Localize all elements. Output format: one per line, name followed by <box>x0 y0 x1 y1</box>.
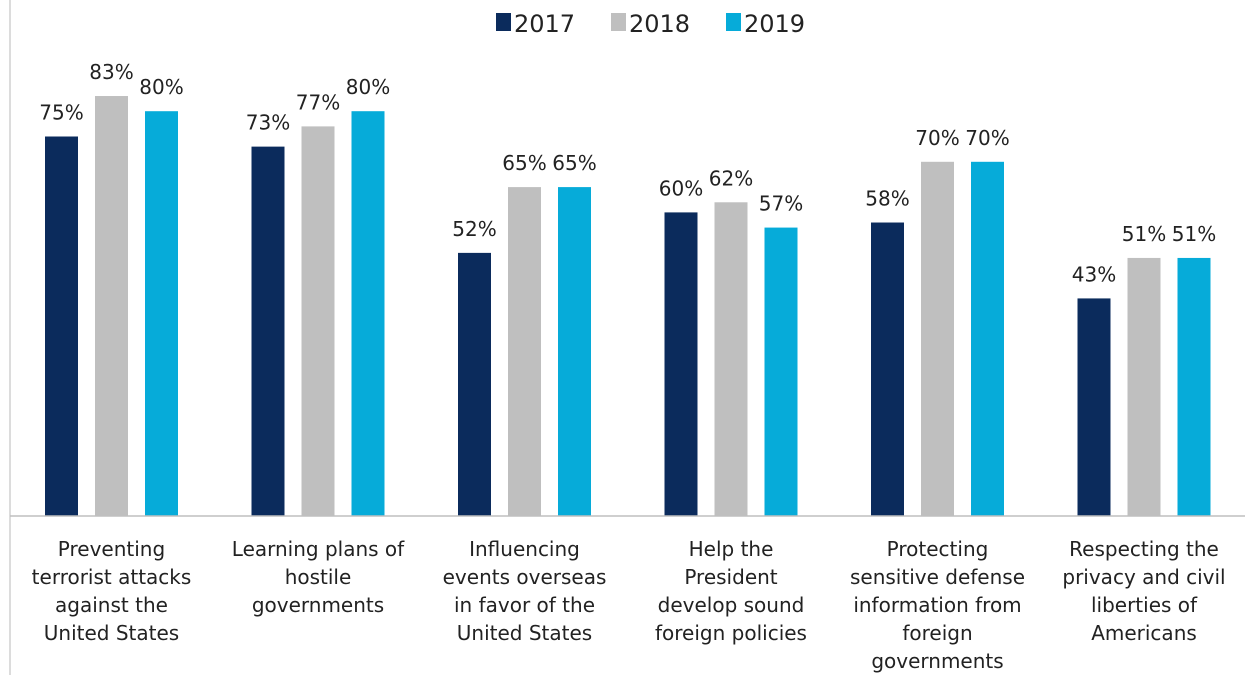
bar-2018-cat-3 <box>714 202 748 516</box>
bar-2018-cat-4 <box>921 161 954 517</box>
data-label-2018-cat-4: 70% <box>915 126 959 150</box>
bar-2017-cat-3 <box>664 212 698 516</box>
category-label-4: Protecting sensitive defense information f… <box>850 537 1025 673</box>
data-label-2019-cat-0: 80% <box>139 75 183 99</box>
legend-label-2018: 2018 <box>629 10 690 38</box>
legend-label-2017: 2017 <box>514 10 575 38</box>
data-label-2017-cat-0: 75% <box>39 101 83 125</box>
legend-swatch-2019 <box>726 13 741 31</box>
bars <box>45 96 1211 517</box>
category-label-5: Respecting the privacy and civil liberties… <box>1062 537 1225 645</box>
data-label-2017-cat-4: 58% <box>865 187 909 211</box>
bar-2019-cat-2 <box>558 187 591 516</box>
bar-2017-cat-2 <box>458 252 491 516</box>
category-labels: Preventing terrorist attacks against the Un… <box>32 537 1226 673</box>
data-labels: 75%83%80%73%77%80%52%65% 65%60% 62%57% 58%7… <box>39 60 1216 286</box>
data-label-2019-cat-4: 70% <box>965 126 1009 150</box>
bar-2018-cat-2 <box>508 187 541 516</box>
legend-swatch-2017 <box>496 13 511 31</box>
data-label-2017-cat-2: 52% <box>452 217 496 241</box>
data-label-2018-cat-2: 65% <box>502 151 546 175</box>
category-label-1: Learning plans of hostile governments <box>232 537 405 617</box>
bar-2017-cat-0 <box>45 136 78 516</box>
data-label-2019-cat-5: 51% <box>1172 222 1216 246</box>
bar-2019-cat-1 <box>351 111 385 516</box>
data-label-2018-cat-5: 51% <box>1122 222 1166 246</box>
bar-2017-cat-5 <box>1077 298 1111 516</box>
data-label-2017-cat-5: 43% <box>1072 262 1116 286</box>
data-label-2017-cat-1: 73% <box>246 111 290 135</box>
data-label-2018-cat-1: 77% <box>296 90 340 114</box>
legend-swatch-2018 <box>611 13 626 31</box>
bar-2019-cat-4 <box>971 161 1004 517</box>
bar-2018-cat-1 <box>301 126 335 516</box>
bar-2019-cat-5 <box>1177 257 1211 516</box>
bar-2019-cat-3 <box>764 227 798 516</box>
data-label-2018-cat-0: 83% <box>89 60 133 84</box>
category-label-2: Influencing events overseas in favor of th… <box>443 537 607 645</box>
data-label-2017-cat-3: 60% <box>659 176 703 200</box>
data-label-2019-cat-3: 57% <box>759 192 803 216</box>
bar-2019-cat-0 <box>145 111 178 516</box>
legend: 2017 2018 2019 <box>496 10 805 38</box>
data-label-2019-cat-1: 80% <box>346 75 390 99</box>
legend-label-2019: 2019 <box>744 10 805 38</box>
bar-2017-cat-4 <box>871 222 904 516</box>
category-label-3: Help the President develop sound foreign po… <box>655 537 807 645</box>
category-label-0: Preventing terrorist attacks against the Un… <box>32 537 192 645</box>
bar-2018-cat-0 <box>95 96 128 517</box>
bar-2018-cat-5 <box>1127 257 1161 516</box>
data-label-2018-cat-3: 62% <box>709 166 753 190</box>
data-label-2019-cat-2: 65% <box>552 151 596 175</box>
bar-2017-cat-1 <box>251 146 285 516</box>
